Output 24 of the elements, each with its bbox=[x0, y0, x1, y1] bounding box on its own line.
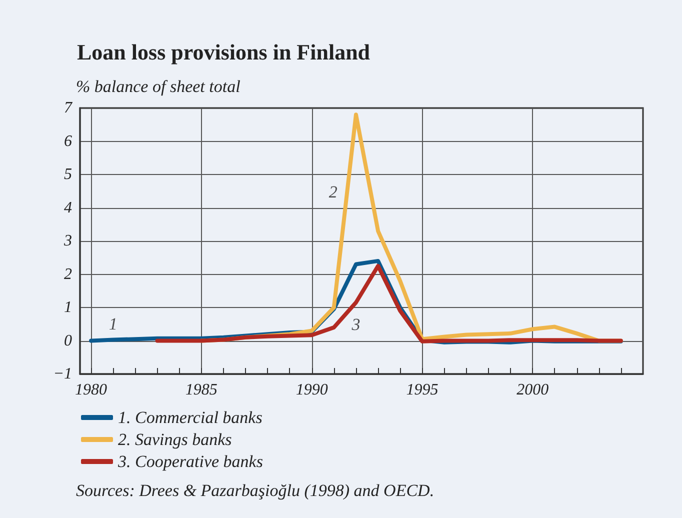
source-note: Sources: Drees & Pazarbaşioğlu (1998) and OECD. bbox=[76, 480, 434, 502]
annotation: 2 bbox=[328, 182, 338, 202]
x-tick-label: 1985 bbox=[185, 382, 218, 398]
x-tick-label: 1995 bbox=[406, 382, 438, 398]
line-series bbox=[155, 264, 623, 344]
annotation: 1 bbox=[108, 314, 118, 334]
y-tick-label: 5 bbox=[64, 166, 72, 183]
y-tick-label: 3 bbox=[63, 232, 72, 250]
legend-label: 3. Cooperative banks bbox=[117, 452, 264, 471]
y-tick-label: 4 bbox=[64, 199, 72, 216]
y-tick-label: 0 bbox=[64, 332, 72, 350]
x-tick-label: 1980 bbox=[75, 382, 108, 398]
y-tick-label: 7 bbox=[64, 100, 73, 116]
y-tick-label: −1 bbox=[53, 366, 72, 382]
legend-label: 2. Savings banks bbox=[118, 430, 232, 449]
chart-title: Loan loss provisions in Finland bbox=[77, 40, 370, 64]
y-axis-title: % balance of sheet total bbox=[76, 77, 241, 96]
x-tick-label: 2000 bbox=[516, 382, 549, 398]
x-tick-label: 1990 bbox=[296, 382, 328, 398]
annotation: 3 bbox=[350, 315, 360, 334]
y-tick-label: 2 bbox=[64, 266, 72, 283]
y-tick-label: 6 bbox=[64, 132, 72, 150]
legend-label: 1. Commercial banks bbox=[118, 408, 263, 427]
y-tick-label: 1 bbox=[64, 299, 72, 316]
